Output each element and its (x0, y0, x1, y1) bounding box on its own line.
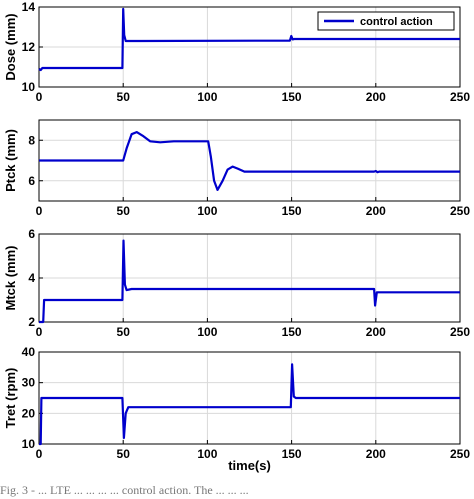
panel-1-xtick-label-2: 100 (197, 90, 217, 104)
panel-1-xtick-label-3: 150 (282, 90, 302, 104)
panel-1-xtick-label-1: 50 (117, 90, 131, 104)
panel-1-ytick-label-1: 12 (22, 40, 36, 54)
panel-1-legend-label-0: control action (360, 16, 433, 28)
panel-2-xtick-label-2: 100 (197, 204, 217, 218)
figure-caption: Fig. 3 - ... LTE ... ... ... ... control… (0, 483, 249, 497)
panel-4: 0 50 100 150 200 250 10 20 30 40 Tret (rpm) time(s) (3, 345, 470, 473)
panel-2-xtick-label-0: 0 (36, 204, 43, 218)
panel-3-ytick-label-0: 2 (28, 315, 35, 329)
panel-1-series-line-0 (38, 7, 460, 72)
panel-4-xtick-label-5: 250 (450, 447, 470, 461)
panel-1-legend-box (317, 11, 455, 31)
panel-4-ytick-label-0: 10 (22, 437, 36, 451)
panel-2-ytick-label-1: 8 (28, 133, 35, 147)
panel-4-ytick-label-3: 40 (22, 345, 36, 359)
panel-2: 0 50 100 150 200 250 6 8 Ptck (mm) (3, 119, 470, 218)
panel-3-xtick-label-2: 100 (197, 325, 217, 339)
panel-4-ytick-label-2: 30 (22, 376, 36, 390)
panel-1: 0 50 100 150 200 250 10 12 14 Dose (mm) control ac… (3, 0, 470, 104)
panel-3: 0 50 100 150 200 250 2 4 6 Mtck (mm) (3, 227, 470, 339)
panel-1-xtick-label-5: 250 (450, 90, 470, 104)
panel-4-series-line-0 (39, 363, 460, 446)
panel-2-ylabel: Ptck (mm) (3, 129, 18, 192)
panel-4-ytick-label-1: 20 (22, 406, 36, 420)
panel-2-xtick-label-3: 150 (282, 204, 302, 218)
panel-4-ylabel: Tret (rpm) (3, 368, 18, 429)
panel-1-xtick-label-4: 200 (366, 90, 386, 104)
panel-4-xtick-label-1: 50 (117, 447, 131, 461)
panel-4-xtick-label-0: 0 (36, 447, 43, 461)
panel-2-xtick-label-4: 200 (366, 204, 386, 218)
panel-4-xtick-label-2: 100 (197, 447, 217, 461)
panel-3-xtick-label-0: 0 (36, 325, 43, 339)
panel-2-xtick-label-5: 250 (450, 204, 470, 218)
panel-3-xtick-label-4: 200 (366, 325, 386, 339)
panel-3-xtick-label-3: 150 (282, 325, 302, 339)
panel-1-ytick-label-0: 10 (22, 80, 36, 94)
panel-2-series-line-0 (39, 131, 460, 191)
panel-3-xtick-label-5: 250 (450, 325, 470, 339)
panel-2-xtick-label-1: 50 (117, 204, 131, 218)
panel-3-series-line-0 (39, 239, 460, 324)
panel-3-ytick-label-1: 4 (28, 271, 35, 285)
panel-3-ylabel: Mtck (mm) (3, 245, 18, 310)
panel-1-ytick-label-2: 14 (22, 0, 36, 14)
panel-1-xtick-label-0: 0 (36, 90, 43, 104)
panel-1-ylabel: Dose (mm) (3, 13, 18, 80)
panel-4-xtick-label-3: 150 (282, 447, 302, 461)
panel-4-xtick-label-4: 200 (366, 447, 386, 461)
panel-3-xtick-label-1: 50 (117, 325, 131, 339)
panel-4-xlabel: time(s) (228, 458, 271, 473)
panel-2-ytick-label-0: 6 (28, 174, 35, 188)
panel-3-ytick-label-2: 6 (28, 227, 35, 241)
panel-1-legend: control action (317, 11, 455, 31)
